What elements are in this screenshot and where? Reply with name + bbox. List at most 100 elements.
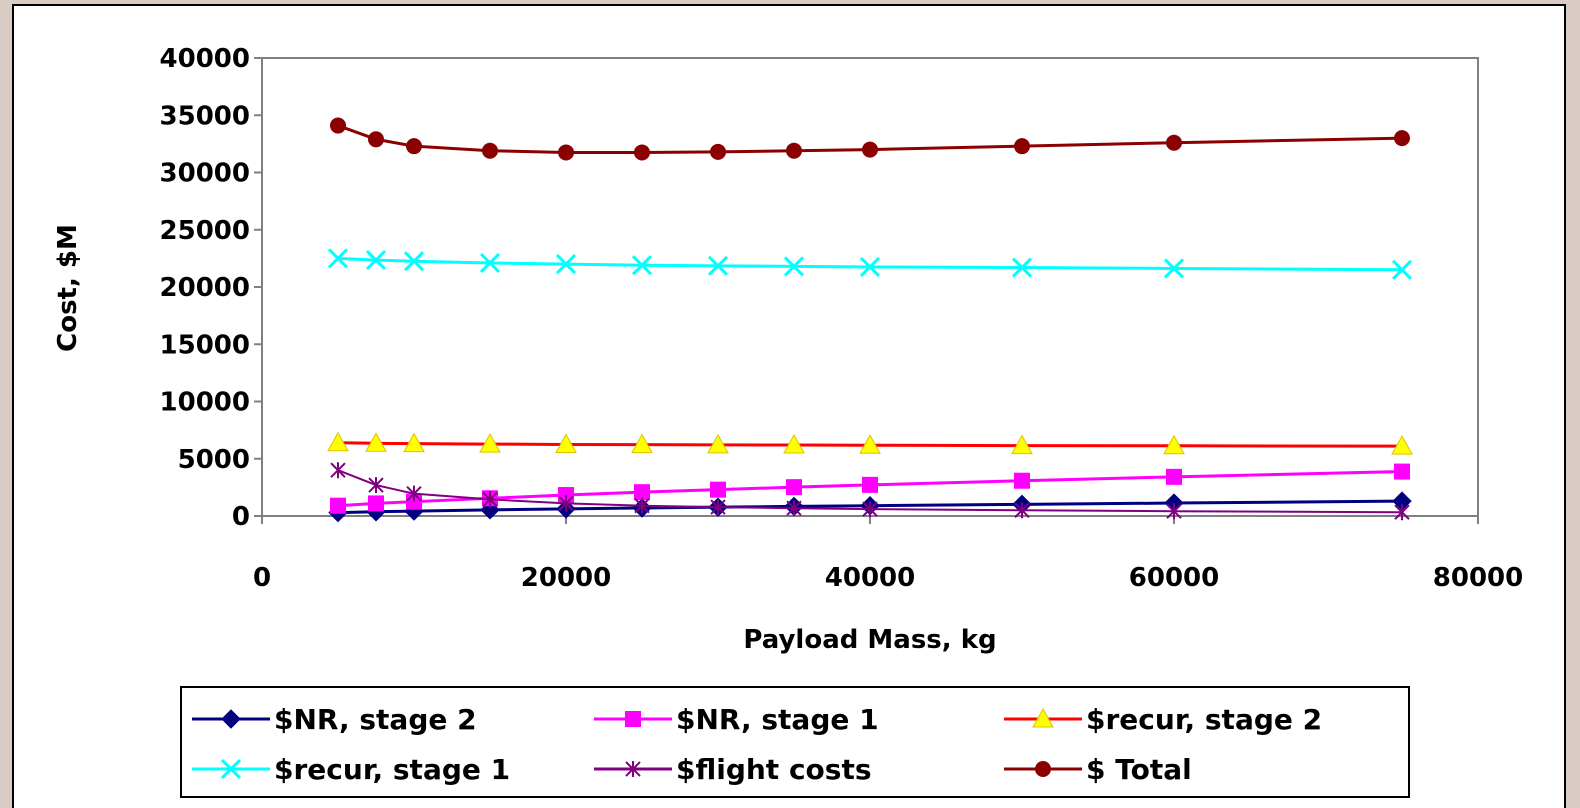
data-point	[783, 433, 805, 454]
legend-item-flight-costs: $flight costs	[592, 744, 872, 794]
series-line	[337, 469, 1403, 514]
legend-marker-flight-costs	[594, 761, 672, 777]
legend-item-nr-stage1: $NR, stage 1	[592, 694, 879, 744]
data-point	[365, 432, 387, 452]
legend-symbol	[625, 711, 641, 727]
legend-label-flight-costs: $flight costs	[676, 752, 872, 786]
data-point	[634, 484, 650, 501]
data-point	[406, 485, 422, 502]
legend-symbol	[220, 758, 242, 780]
y-tick-label: 5000	[178, 445, 250, 475]
data-point	[555, 433, 577, 453]
data-point	[1014, 502, 1030, 519]
data-point	[1014, 138, 1030, 155]
y-tick-label: 20000	[160, 273, 250, 303]
data-point	[327, 248, 349, 269]
data-point	[555, 254, 577, 275]
data-point	[558, 495, 574, 512]
data-point	[365, 250, 387, 271]
data-point	[327, 431, 349, 452]
series-line	[337, 441, 1403, 448]
data-point	[1014, 472, 1030, 489]
data-point	[1166, 468, 1182, 485]
legend-symbol	[1035, 761, 1051, 777]
legend-marker-nr-stage2	[192, 709, 270, 729]
legend-item-nr-stage2: $NR, stage 2	[190, 694, 477, 744]
y-tick-label: 10000	[160, 388, 250, 418]
x-tick-label: 0	[253, 563, 271, 593]
y-tick-label: 25000	[160, 216, 250, 246]
data-point	[368, 477, 384, 494]
data-point	[710, 143, 726, 160]
y-tick-label: 0	[232, 502, 250, 532]
data-point	[707, 433, 729, 454]
series-total	[330, 117, 1410, 161]
legend-item-total: $ Total	[1002, 744, 1192, 794]
data-point	[786, 500, 802, 517]
data-point	[634, 497, 650, 514]
x-tick-label: 60000	[1129, 563, 1219, 593]
data-point	[1394, 463, 1410, 480]
data-point	[710, 481, 726, 498]
data-point	[368, 495, 384, 512]
y-axis-ticks: 0 5000 10000 15000 20000 25000 30000 35000 40000	[160, 44, 262, 532]
x-tick-label: 40000	[825, 563, 915, 593]
legend-marker-recur-stage1	[192, 758, 270, 780]
legend-label-recur-stage2: $recur, stage 2	[1086, 702, 1323, 736]
data-point	[1391, 435, 1413, 455]
data-point	[1394, 504, 1410, 521]
data-point	[783, 256, 805, 277]
legend-symbol	[221, 709, 241, 729]
x-tick-label: 80000	[1433, 563, 1523, 593]
data-point	[330, 497, 346, 514]
data-point	[862, 501, 878, 518]
y-tick-label: 40000	[160, 44, 250, 74]
legend-item-recur-stage2: $recur, stage 2	[1002, 694, 1322, 744]
series-flight-costs	[330, 462, 1410, 521]
data-point	[330, 117, 346, 134]
data-point	[786, 479, 802, 496]
series-recur-stage-2	[327, 431, 1413, 455]
series-recur-stage-1	[327, 248, 1413, 280]
data-point	[862, 141, 878, 158]
y-axis-title: Cost, $M	[53, 224, 83, 352]
data-point	[558, 144, 574, 161]
data-point	[1166, 134, 1182, 151]
data-point	[482, 491, 498, 508]
legend-marker-nr-stage1	[594, 711, 672, 727]
legend-marker-total	[1004, 761, 1082, 777]
data-point	[330, 462, 346, 479]
data-point	[859, 434, 881, 454]
data-point	[1166, 503, 1182, 520]
data-point	[710, 499, 726, 516]
data-point	[403, 432, 425, 453]
data-point	[1394, 130, 1410, 147]
y-tick-label: 30000	[160, 159, 250, 189]
data-point	[1163, 434, 1185, 455]
series-line	[337, 256, 1403, 272]
y-tick-label: 35000	[160, 101, 250, 131]
legend-label-nr-stage2: $NR, stage 2	[274, 702, 477, 736]
data-point	[631, 255, 653, 276]
x-tick-label: 20000	[521, 563, 611, 593]
legend-label-nr-stage1: $NR, stage 1	[676, 702, 879, 736]
legend-symbol	[1032, 707, 1054, 728]
data-point	[631, 433, 653, 454]
data-point	[786, 142, 802, 159]
x-axis-title: Payload Mass, kg	[743, 625, 996, 655]
legend-symbol	[625, 761, 641, 777]
legend-item-recur-stage1: $recur, stage 1	[190, 744, 510, 794]
data-point	[862, 476, 878, 493]
series-layer	[327, 117, 1413, 523]
data-point	[707, 255, 729, 276]
data-point	[859, 256, 881, 278]
x-axis-ticks: 0 20000 40000 60000 80000	[253, 516, 1523, 593]
line-chart: 0 5000 10000 15000 20000 25000 30000 35000 40000…	[53, 44, 1523, 655]
data-point	[634, 144, 650, 161]
legend-label-recur-stage1: $recur, stage 1	[274, 752, 511, 786]
data-point	[1163, 258, 1185, 279]
chart-legend: $NR, stage 2 $NR, stage 1 $recur, stage …	[180, 686, 1410, 798]
data-point	[479, 252, 501, 274]
legend-label-total: $ Total	[1086, 752, 1192, 786]
data-point	[482, 142, 498, 159]
